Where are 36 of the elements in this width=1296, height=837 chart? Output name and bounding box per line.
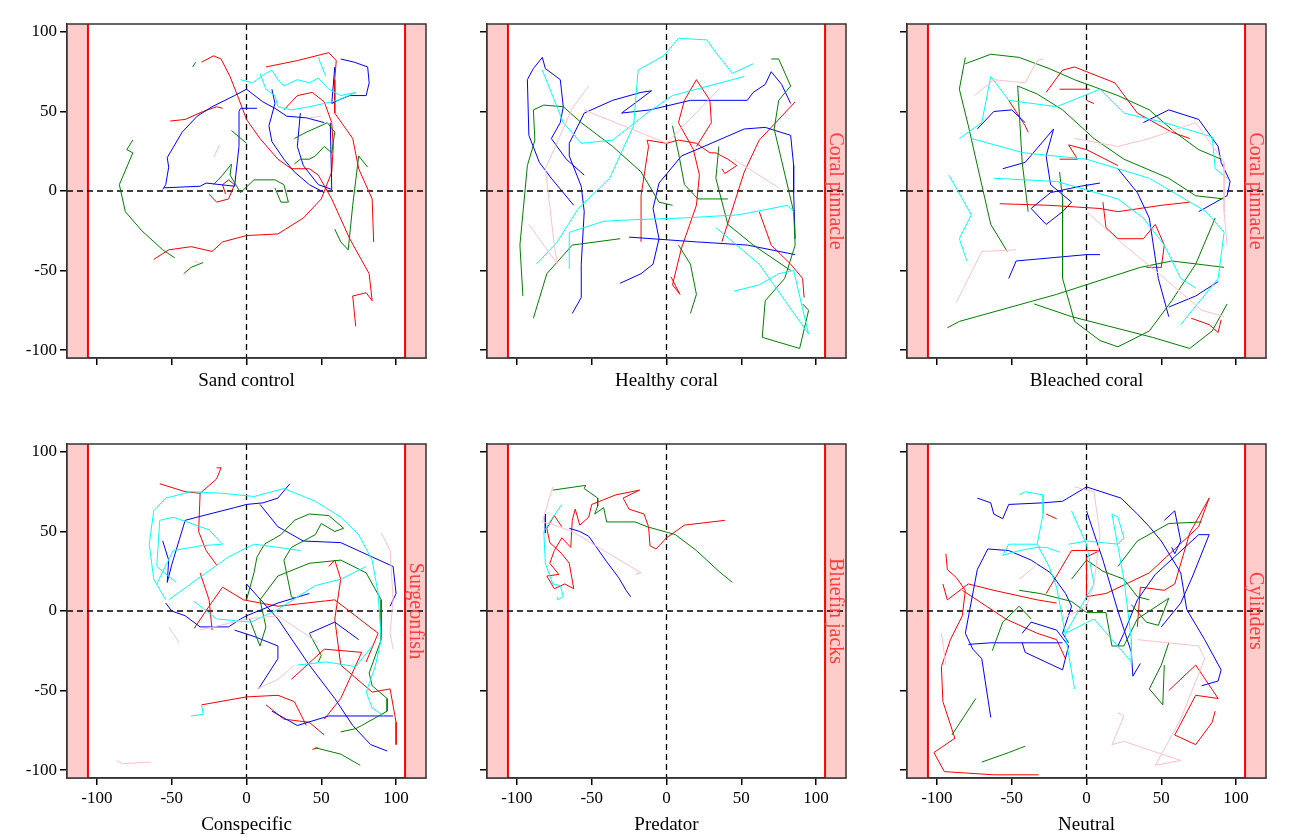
y-tick-label: -50: [34, 679, 57, 699]
x-tick-label: 100: [803, 787, 829, 807]
band-label: Coral pinnacle: [1245, 132, 1269, 250]
x-tick-label: -100: [81, 787, 113, 807]
x-axis-title: Neutral: [1058, 812, 1115, 834]
band-label: Bluefin jacks: [825, 557, 849, 665]
band-label: Surgeonfish: [405, 562, 429, 660]
x-axis-title: Conspecific: [201, 812, 292, 834]
x-tick-label: -100: [501, 787, 533, 807]
y-tick-label: -50: [34, 259, 57, 279]
x-tick-label: -50: [1000, 787, 1024, 807]
x-tick-label: 50: [1152, 787, 1170, 807]
x-tick-label: 100: [1223, 787, 1249, 807]
y-tick-label: 0: [48, 600, 57, 620]
x-tick-label: 0: [1082, 787, 1091, 807]
x-tick-label: -50: [580, 787, 604, 807]
y-tick-label: 100: [31, 21, 57, 41]
x-tick-label: 100: [383, 787, 409, 807]
y-tick-label: -100: [25, 339, 57, 359]
x-tick-label: -100: [921, 787, 953, 807]
y-tick-label: 50: [40, 100, 57, 120]
x-axis-title: Predator: [634, 812, 700, 834]
x-tick-label: 0: [662, 787, 671, 807]
y-tick-label: 100: [31, 441, 57, 461]
y-tick-label: -100: [25, 759, 57, 779]
x-axis-title: Sand control: [198, 368, 295, 390]
x-tick-label: 0: [242, 787, 251, 807]
x-tick-label: 50: [312, 787, 330, 807]
x-tick-label: -50: [160, 787, 184, 807]
x-axis-title: Bleached coral: [1029, 368, 1144, 390]
band-label: Coral pinnacle: [825, 132, 849, 250]
x-axis-title: Healthy coral: [615, 368, 718, 390]
band-label: Cylinders: [1245, 572, 1269, 651]
x-tick-label: 50: [732, 787, 750, 807]
y-tick-label: 50: [40, 520, 57, 540]
y-tick-label: 0: [48, 180, 57, 200]
